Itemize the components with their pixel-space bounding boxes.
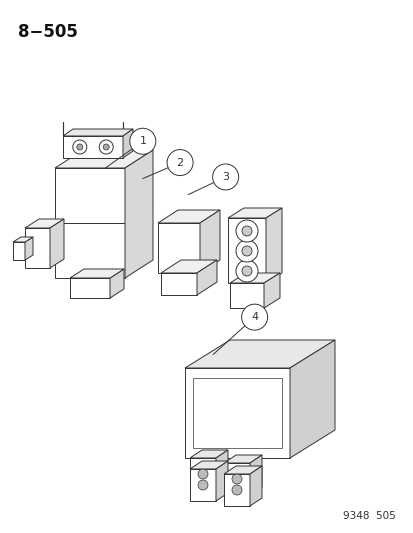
Polygon shape [190,450,228,458]
Polygon shape [185,368,289,458]
Polygon shape [55,150,153,168]
Polygon shape [50,219,64,268]
Polygon shape [55,168,125,223]
Polygon shape [289,340,334,458]
Circle shape [235,240,257,262]
Polygon shape [199,210,219,273]
Circle shape [212,164,238,190]
Polygon shape [25,219,64,228]
Polygon shape [249,466,261,506]
Polygon shape [158,223,199,273]
Polygon shape [266,208,281,283]
Polygon shape [55,223,125,278]
Polygon shape [216,450,228,490]
Polygon shape [123,129,133,158]
Text: 8−505: 8−505 [18,23,78,41]
Polygon shape [190,469,216,501]
Text: 1: 1 [139,136,146,146]
Circle shape [99,140,113,154]
Polygon shape [230,283,263,308]
Polygon shape [228,218,266,283]
Polygon shape [63,136,123,158]
Polygon shape [13,242,25,260]
Circle shape [231,474,242,484]
Polygon shape [161,273,197,295]
Polygon shape [110,269,124,298]
Polygon shape [223,466,261,474]
Circle shape [242,226,252,236]
Polygon shape [125,150,153,278]
Bar [192,378,281,448]
Circle shape [235,260,257,282]
Polygon shape [223,474,249,506]
Polygon shape [263,273,279,308]
Circle shape [103,144,109,150]
Text: 4: 4 [250,312,258,322]
Text: 3: 3 [222,172,228,182]
Polygon shape [70,269,124,278]
Polygon shape [223,463,249,495]
Polygon shape [228,208,281,218]
Polygon shape [25,237,33,260]
Polygon shape [230,273,279,283]
Text: 9348  505: 9348 505 [342,511,395,521]
Polygon shape [70,278,110,298]
Polygon shape [63,129,133,136]
Polygon shape [161,260,216,273]
Circle shape [77,144,83,150]
Text: 2: 2 [176,158,183,167]
Polygon shape [13,237,33,242]
Polygon shape [190,458,216,490]
Circle shape [231,485,242,495]
Circle shape [197,480,207,490]
Polygon shape [25,228,50,268]
Polygon shape [249,455,261,495]
Circle shape [241,304,267,330]
Circle shape [197,469,207,479]
Polygon shape [223,455,261,463]
Polygon shape [216,461,228,501]
Circle shape [130,128,155,154]
Polygon shape [158,210,219,223]
Circle shape [73,140,87,154]
Polygon shape [185,340,334,368]
Circle shape [242,246,252,256]
Circle shape [167,150,192,175]
Circle shape [242,266,252,276]
Polygon shape [190,461,228,469]
Polygon shape [197,260,216,295]
Circle shape [235,220,257,242]
